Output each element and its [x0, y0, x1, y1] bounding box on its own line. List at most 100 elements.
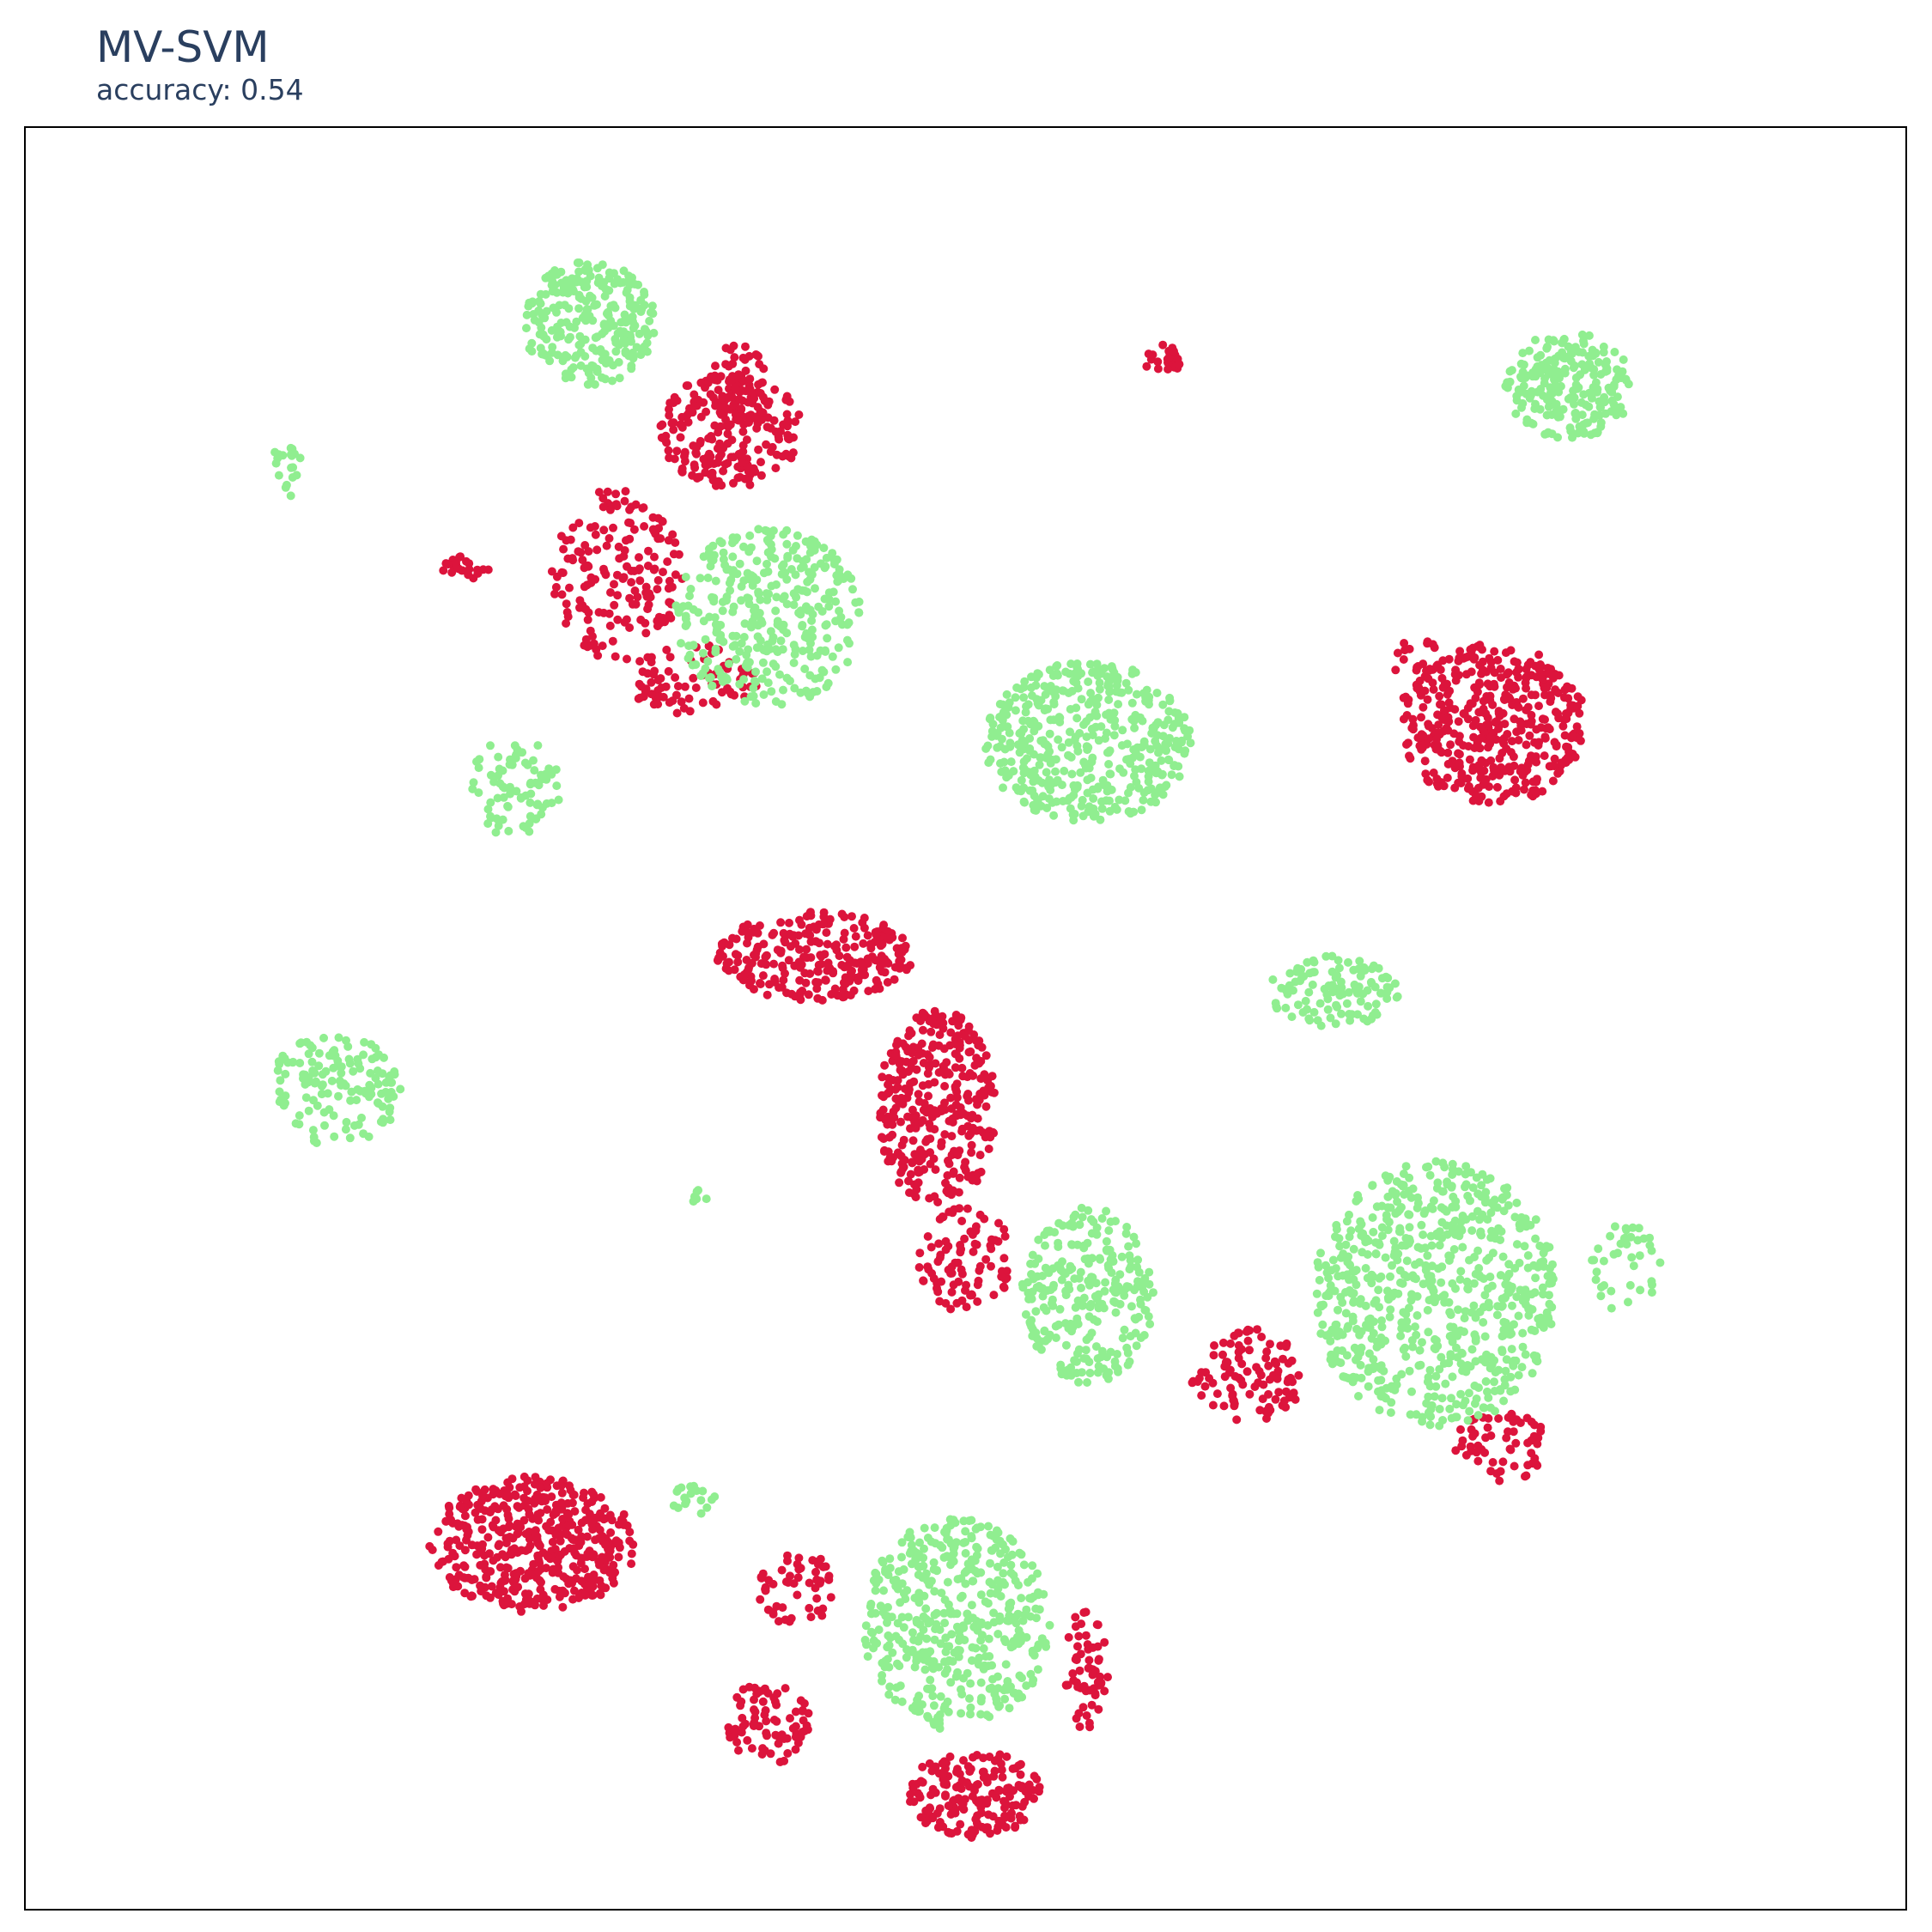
data-point-green: [1044, 782, 1054, 792]
data-point-red: [1477, 756, 1486, 765]
data-point-green: [1461, 1182, 1469, 1192]
data-point-green: [1334, 1272, 1343, 1281]
data-point-red: [904, 1088, 914, 1097]
data-point-red: [951, 1063, 960, 1072]
data-point-red: [805, 931, 815, 940]
data-point-green: [1124, 685, 1133, 695]
data-point-green: [1084, 677, 1093, 686]
data-point-red: [1513, 702, 1522, 711]
data-point-red: [787, 453, 796, 463]
data-point-green: [1459, 1400, 1467, 1410]
data-point-green: [1352, 1266, 1361, 1275]
data-point-red: [558, 1602, 568, 1612]
data-point-red: [917, 1039, 927, 1048]
data-point-red: [650, 552, 659, 562]
data-point-red: [987, 1235, 996, 1244]
data-point-red: [756, 1595, 765, 1604]
data-point-red: [882, 933, 891, 943]
data-point-green: [1354, 1392, 1363, 1400]
data-point-red: [1257, 1333, 1267, 1341]
data-point-green: [1501, 1366, 1510, 1376]
data-point-red: [647, 690, 656, 699]
data-point-green: [1144, 772, 1153, 781]
data-point-red: [878, 1105, 888, 1115]
data-point-green: [1145, 1320, 1155, 1328]
data-point-green: [1055, 1304, 1065, 1314]
data-point-green: [1172, 737, 1181, 745]
data-point-red: [963, 1090, 973, 1098]
data-point-green: [1124, 807, 1133, 816]
data-point-green: [776, 636, 786, 646]
data-point-red: [1209, 1351, 1218, 1360]
data-point-red: [551, 1509, 561, 1517]
data-point-red: [927, 1027, 936, 1036]
data-point-red: [939, 1063, 948, 1072]
data-point-green: [1031, 1307, 1041, 1316]
data-point-red: [692, 449, 701, 459]
data-point-green: [278, 451, 288, 460]
data-point-green: [1550, 358, 1559, 368]
data-point-red: [711, 401, 720, 410]
data-point-red: [1226, 1339, 1235, 1348]
data-point-green: [1335, 991, 1345, 1000]
data-point-red: [1030, 1771, 1039, 1781]
data-point-red: [1193, 1377, 1202, 1386]
data-point-red: [537, 1577, 545, 1587]
data-point-green: [1118, 726, 1127, 735]
data-point-red: [1493, 655, 1503, 665]
data-point-red: [744, 418, 753, 427]
data-point-red: [733, 951, 743, 960]
data-point-green: [1456, 1267, 1466, 1276]
data-point-green: [1576, 370, 1585, 380]
data-point-green: [1088, 1273, 1097, 1282]
data-point-green: [542, 799, 551, 808]
data-point-green: [643, 331, 653, 340]
data-point-red: [470, 1575, 479, 1584]
data-point-red: [434, 1527, 443, 1536]
data-point-red: [586, 523, 595, 532]
data-point-red: [727, 372, 737, 381]
data-point-green: [703, 657, 713, 666]
data-point-green: [1097, 1214, 1107, 1223]
data-point-red: [769, 928, 779, 938]
data-point-green: [728, 607, 738, 617]
data-point-red: [1536, 1426, 1546, 1436]
data-point-green: [754, 525, 763, 534]
data-point-red: [1566, 701, 1576, 710]
data-point-green: [782, 526, 792, 535]
data-point-green: [711, 644, 720, 653]
data-point-green: [1019, 757, 1029, 766]
data-point-red: [677, 697, 686, 707]
data-point-green: [751, 699, 761, 708]
data-point-red: [1468, 766, 1478, 775]
data-point-red: [635, 679, 644, 689]
data-point-red: [524, 1569, 533, 1578]
data-point-red: [1520, 785, 1528, 794]
data-point-green: [1078, 1212, 1087, 1222]
data-point-red: [960, 1795, 969, 1804]
data-point-red: [776, 918, 786, 927]
data-point-green: [1068, 1322, 1078, 1332]
data-point-green: [1070, 1356, 1079, 1365]
data-point-red: [1492, 782, 1502, 792]
data-point-green: [1045, 775, 1054, 785]
data-point-green: [1102, 1206, 1111, 1216]
data-point-green: [729, 566, 738, 575]
data-point-green: [1586, 430, 1595, 440]
data-point-green: [1439, 1359, 1449, 1368]
data-point-red: [787, 1613, 796, 1623]
data-point-red: [987, 1244, 996, 1254]
data-point-green: [1137, 805, 1146, 815]
data-point-red: [728, 933, 737, 943]
data-point-red: [696, 378, 706, 387]
data-point-green: [1569, 363, 1578, 373]
data-point-green: [1165, 693, 1175, 702]
data-point-green: [1512, 1240, 1522, 1249]
data-point-red: [661, 682, 671, 691]
data-point-green: [592, 264, 602, 273]
data-point-green: [621, 347, 630, 356]
data-point-red: [539, 1601, 548, 1610]
data-point-green: [995, 713, 1005, 722]
data-point-red: [935, 1804, 945, 1814]
data-point-red: [815, 939, 824, 948]
